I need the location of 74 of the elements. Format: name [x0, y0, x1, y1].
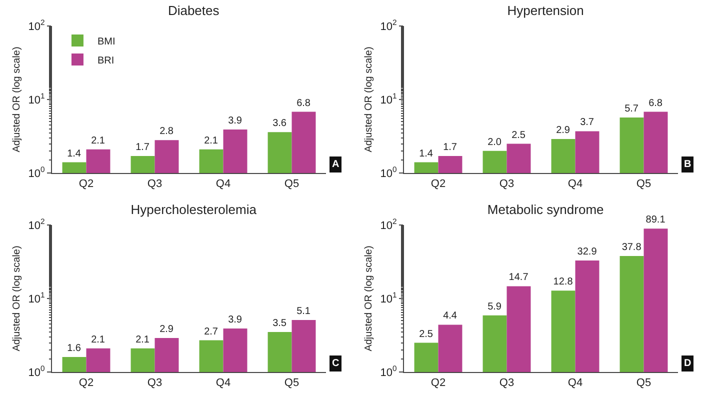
y-axis-title: Adjusted OR (log scale): [363, 246, 374, 352]
data-label: 3.7: [580, 117, 594, 128]
y-tick-label: 10$^{0}$: [380, 165, 397, 180]
data-label: 1.7: [443, 142, 458, 154]
y-tick-label: 10$^{1}$: [28, 92, 45, 106]
y-tick-label: 10$^{1}$: [28, 290, 45, 306]
data-label: 5.9: [488, 301, 502, 312]
data-label: 1.6: [67, 343, 82, 354]
data-label: 6.8: [648, 98, 663, 109]
data-label: 12.8: [553, 276, 574, 288]
data-label: 3.6: [272, 118, 287, 130]
x-tick-label: Q5: [284, 377, 300, 390]
y-tick-label: 10$^{0}$: [380, 364, 397, 379]
data-label: 1.7: [136, 142, 150, 154]
data-label: 2.0: [488, 136, 502, 148]
x-tick-label: Q4: [568, 377, 583, 390]
x-tick-label: Q4: [216, 377, 231, 390]
data-label: 2.7: [204, 326, 218, 338]
x-tick-label: Q5: [636, 178, 652, 190]
y-tick-label: 10$^{2}$: [380, 217, 397, 232]
data-label: 5.1: [296, 306, 311, 317]
y-axis-title: Adjusted OR (log scale): [363, 46, 374, 152]
x-tick-label: Q2: [78, 178, 94, 190]
data-label: 2.1: [91, 334, 106, 346]
text: A: [332, 159, 340, 170]
chart-title: Diabetes: [168, 3, 220, 18]
data-label: 89.1: [646, 214, 666, 226]
data-label: 2.5: [419, 328, 434, 340]
data-label: 3.9: [228, 116, 242, 127]
data-label: 4.4: [443, 310, 458, 322]
x-tick-label: Q3: [499, 178, 514, 190]
y-tick-label: 10$^{1}$: [380, 290, 397, 306]
text: C: [332, 358, 340, 369]
data-label: 1.4: [419, 148, 434, 160]
x-tick-label: Q3: [499, 377, 514, 390]
x-tick-label: Q3: [147, 377, 162, 390]
text: B: [684, 159, 692, 170]
legend-label: BRI: [97, 55, 114, 66]
x-tick-label: Q4: [216, 178, 231, 190]
data-label: 2.5: [512, 130, 526, 141]
x-tick-label: Q5: [284, 178, 300, 190]
text: D: [684, 358, 692, 369]
data-label: 37.8: [622, 242, 642, 254]
y-axis-title: Adjusted OR (log scale): [11, 246, 22, 352]
chart-title: Hypertension: [507, 3, 584, 18]
x-tick-label: Q3: [147, 178, 162, 190]
chart-title: Metabolic syndrome: [487, 202, 604, 218]
chart-title: Hypercholesterolemia: [130, 202, 258, 218]
data-label: 14.7: [508, 272, 529, 284]
data-label: 3.5: [272, 318, 287, 330]
data-label: 6.8: [296, 98, 311, 109]
y-tick-label: 10$^{2}$: [380, 18, 397, 33]
x-tick-label: Q2: [430, 377, 446, 390]
x-tick-label: Q5: [636, 377, 652, 390]
data-label: 1.4: [67, 148, 82, 160]
y-tick-label: 10$^{0}$: [28, 165, 45, 180]
data-label: 2.1: [136, 334, 150, 346]
legend-label: BMI: [97, 36, 116, 48]
y-tick-label: 10$^{2}$: [28, 217, 45, 232]
y-tick-label: 10$^{2}$: [28, 18, 45, 33]
x-tick-label: Q4: [568, 178, 583, 190]
data-label: 2.9: [160, 324, 174, 336]
x-tick-label: Q2: [430, 178, 446, 190]
y-tick-label: 10$^{1}$: [380, 92, 397, 106]
data-label: 2.9: [556, 125, 570, 136]
x-tick-label: Q2: [78, 377, 94, 390]
data-label: 2.1: [204, 135, 218, 146]
data-label: 3.9: [228, 314, 242, 326]
y-tick-label: 10$^{0}$: [28, 364, 45, 379]
y-axis-title: Adjusted OR (log scale): [11, 46, 22, 152]
data-label: 5.7: [624, 103, 639, 114]
data-label: 32.9: [577, 246, 598, 258]
data-label: 2.8: [160, 126, 174, 138]
data-label: 2.1: [91, 135, 106, 146]
